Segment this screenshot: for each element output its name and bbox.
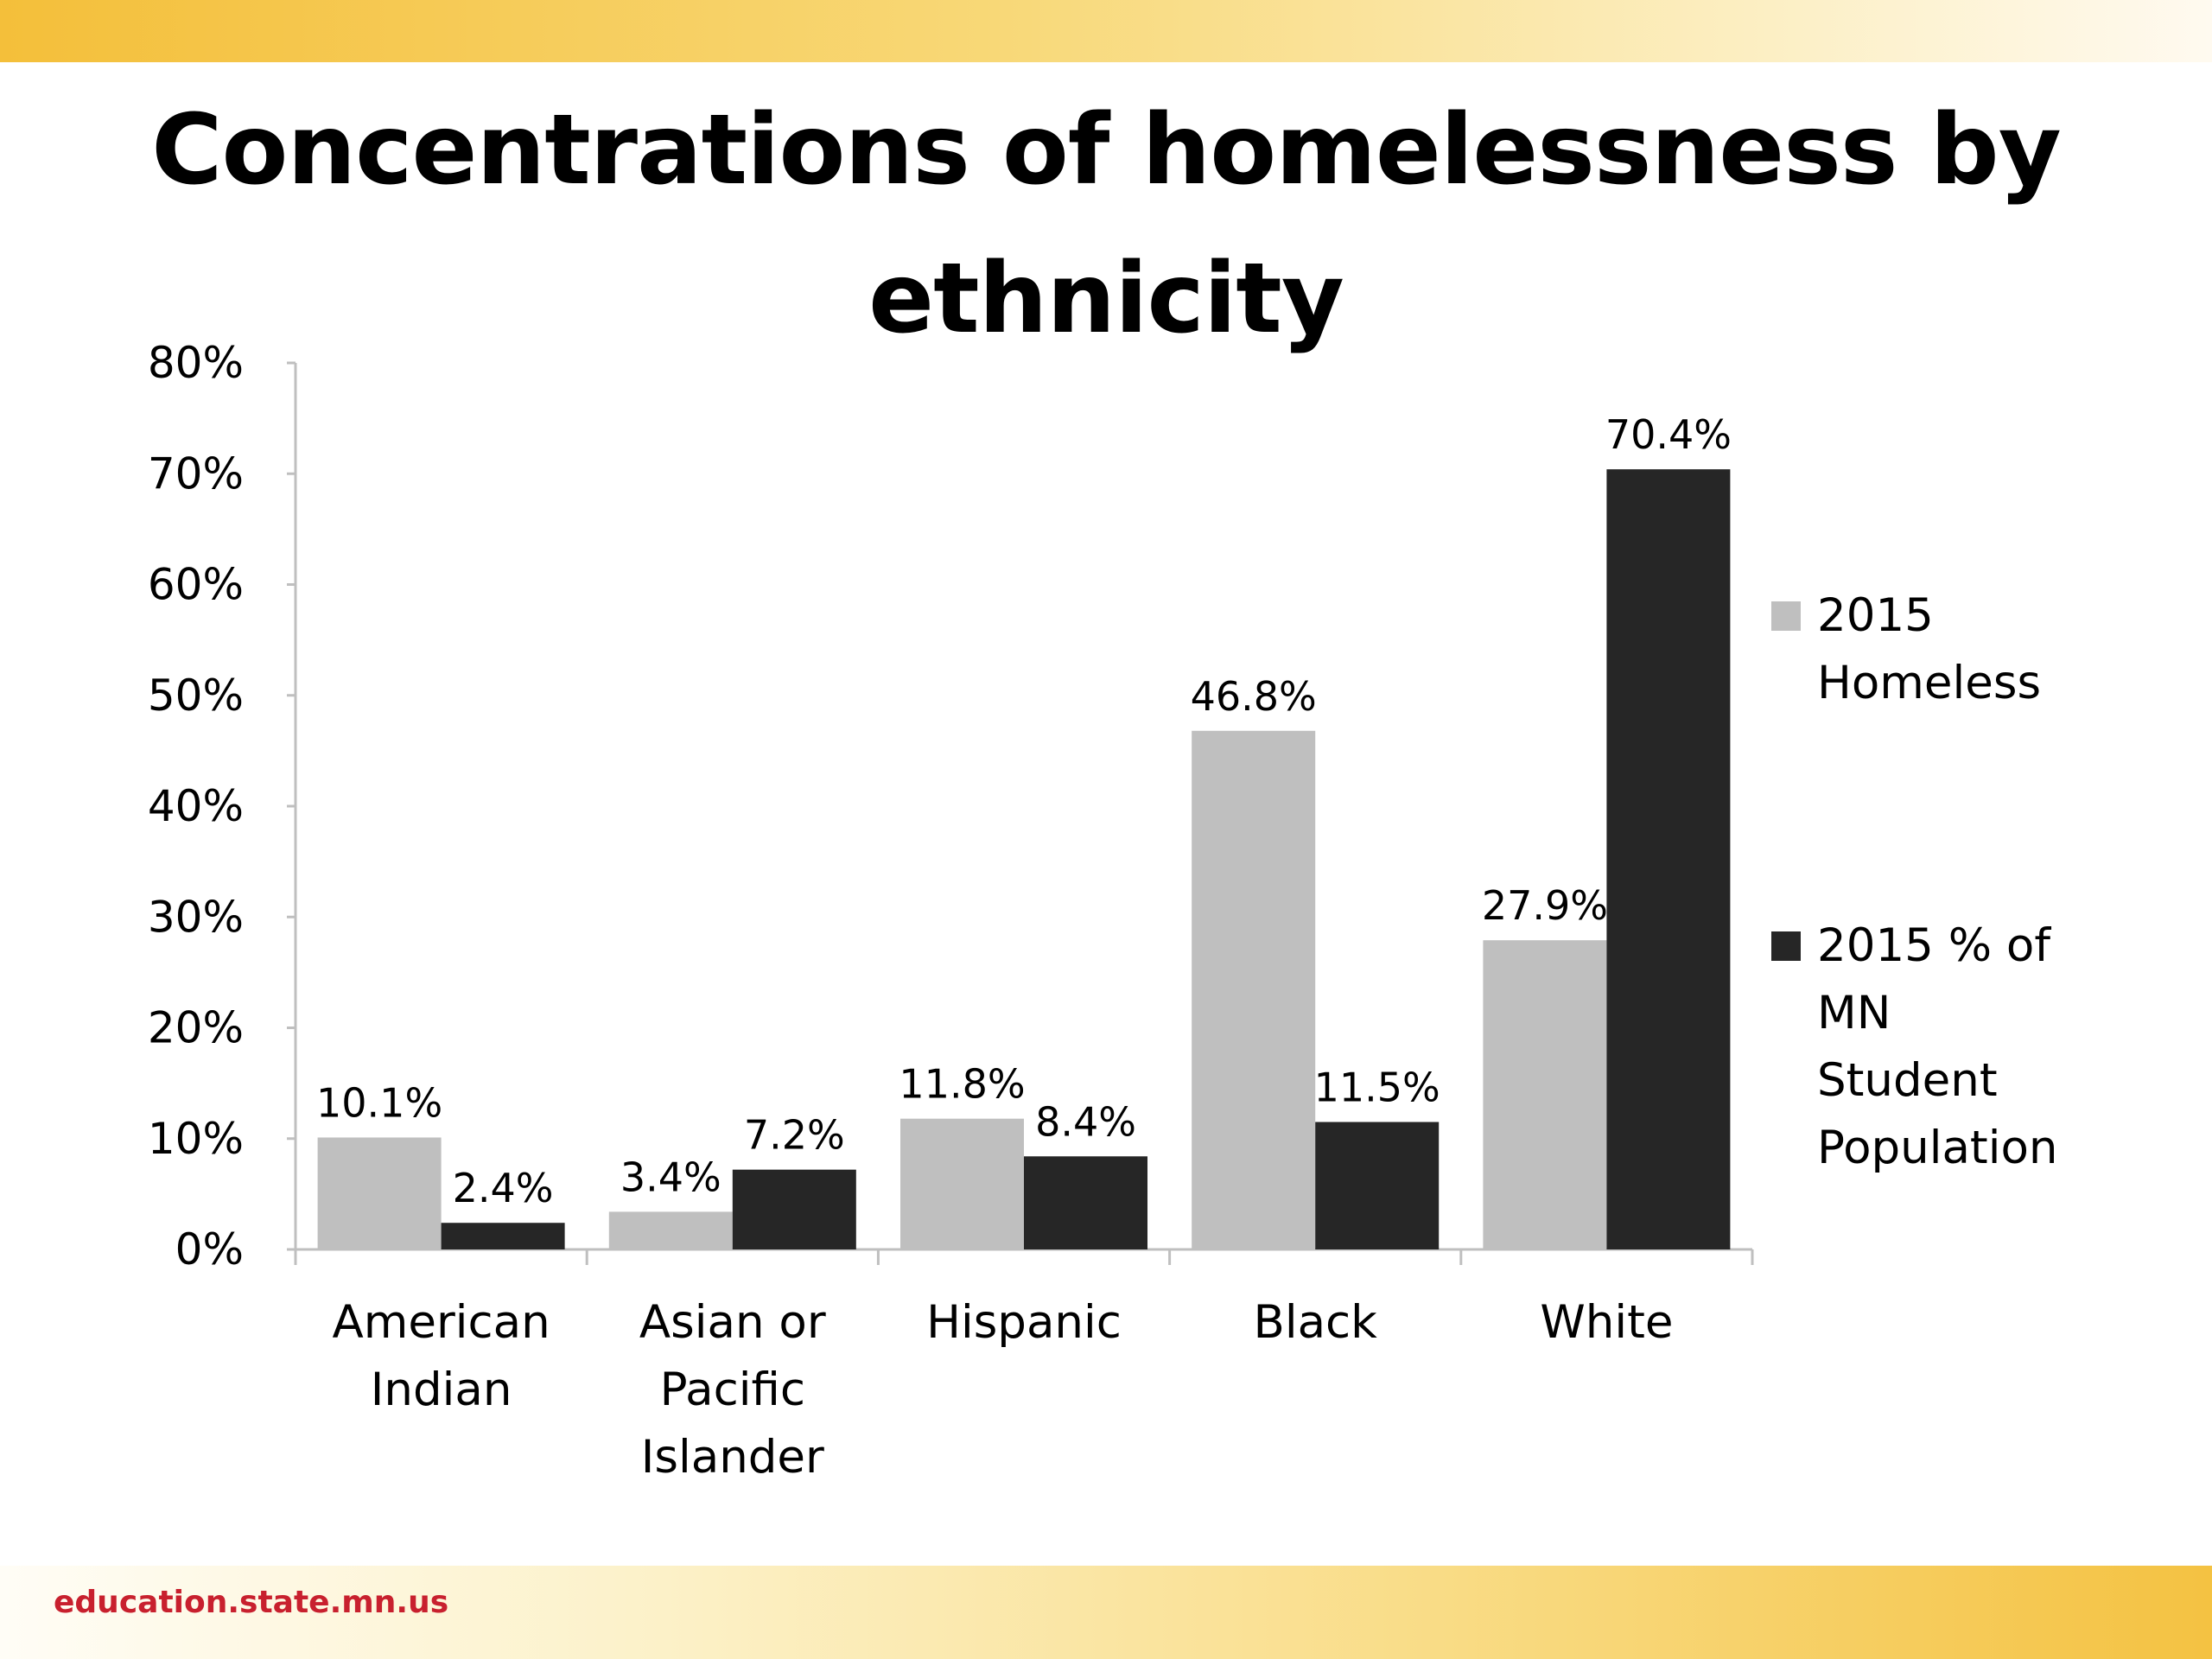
y-tick-label: 70% — [148, 448, 244, 499]
legend-label: Population — [1817, 1122, 2057, 1174]
y-tick-label: 50% — [148, 671, 244, 721]
top-decorative-band — [0, 0, 2212, 62]
bar-homeless — [608, 1211, 733, 1249]
footer-url[interactable]: education.state.mn.us — [54, 1585, 449, 1620]
data-label: 11.5% — [1314, 1065, 1440, 1111]
data-label: 7.2% — [744, 1112, 845, 1159]
legend-label: 2015 — [1817, 589, 1934, 642]
data-label: 10.1% — [316, 1079, 442, 1126]
bar-homeless — [1192, 730, 1316, 1249]
page-title: Concentrations of homelessness by ethnic… — [0, 76, 2212, 373]
bar-population — [1024, 1156, 1147, 1249]
y-tick-label: 20% — [148, 1003, 244, 1053]
legend-label: MN — [1817, 987, 1891, 1039]
x-category-label: Indian — [371, 1363, 512, 1416]
y-tick-label: 10% — [148, 1114, 244, 1164]
title-line-1: Concentrations of homelessness by — [151, 94, 2061, 207]
y-tick-label: 40% — [148, 781, 244, 831]
y-tick-label: 60% — [148, 560, 244, 610]
y-tick-label: 80% — [148, 338, 244, 388]
bar-homeless — [317, 1137, 442, 1249]
bottom-decorative-band — [0, 1566, 2212, 1659]
x-category-label: Asian or — [639, 1296, 826, 1349]
data-label: 70.4% — [1605, 411, 1732, 458]
y-tick-label: 30% — [148, 892, 244, 942]
bar-population — [732, 1169, 856, 1249]
data-label: 46.8% — [1191, 673, 1317, 720]
bar-population — [1606, 469, 1731, 1249]
x-category-label: Pacific — [660, 1363, 805, 1416]
bar-population — [1315, 1122, 1440, 1249]
data-label: 2.4% — [453, 1165, 554, 1211]
legend-swatch-population — [1771, 931, 1801, 961]
x-category-label: Hispanic — [926, 1296, 1122, 1349]
data-label: 11.8% — [899, 1061, 1025, 1108]
legend-label: Student — [1817, 1054, 1998, 1107]
bar-homeless — [900, 1118, 1024, 1249]
y-tick-label: 0% — [175, 1224, 244, 1274]
legend-swatch-homeless — [1771, 601, 1801, 631]
x-category-label: White — [1540, 1296, 1673, 1349]
data-label: 8.4% — [1035, 1098, 1136, 1145]
x-category-label: American — [332, 1296, 550, 1349]
x-category-label: Black — [1253, 1296, 1377, 1349]
x-category-label: Islander — [641, 1431, 824, 1484]
bar-homeless — [1483, 940, 1607, 1249]
data-label: 3.4% — [620, 1154, 721, 1200]
bar-population — [441, 1223, 565, 1249]
legend-label: 2015 % of — [1817, 919, 2051, 972]
title-line-2: ethnicity — [868, 243, 1344, 355]
legend-label: Homeless — [1817, 657, 2041, 709]
data-label: 27.9% — [1482, 882, 1608, 929]
